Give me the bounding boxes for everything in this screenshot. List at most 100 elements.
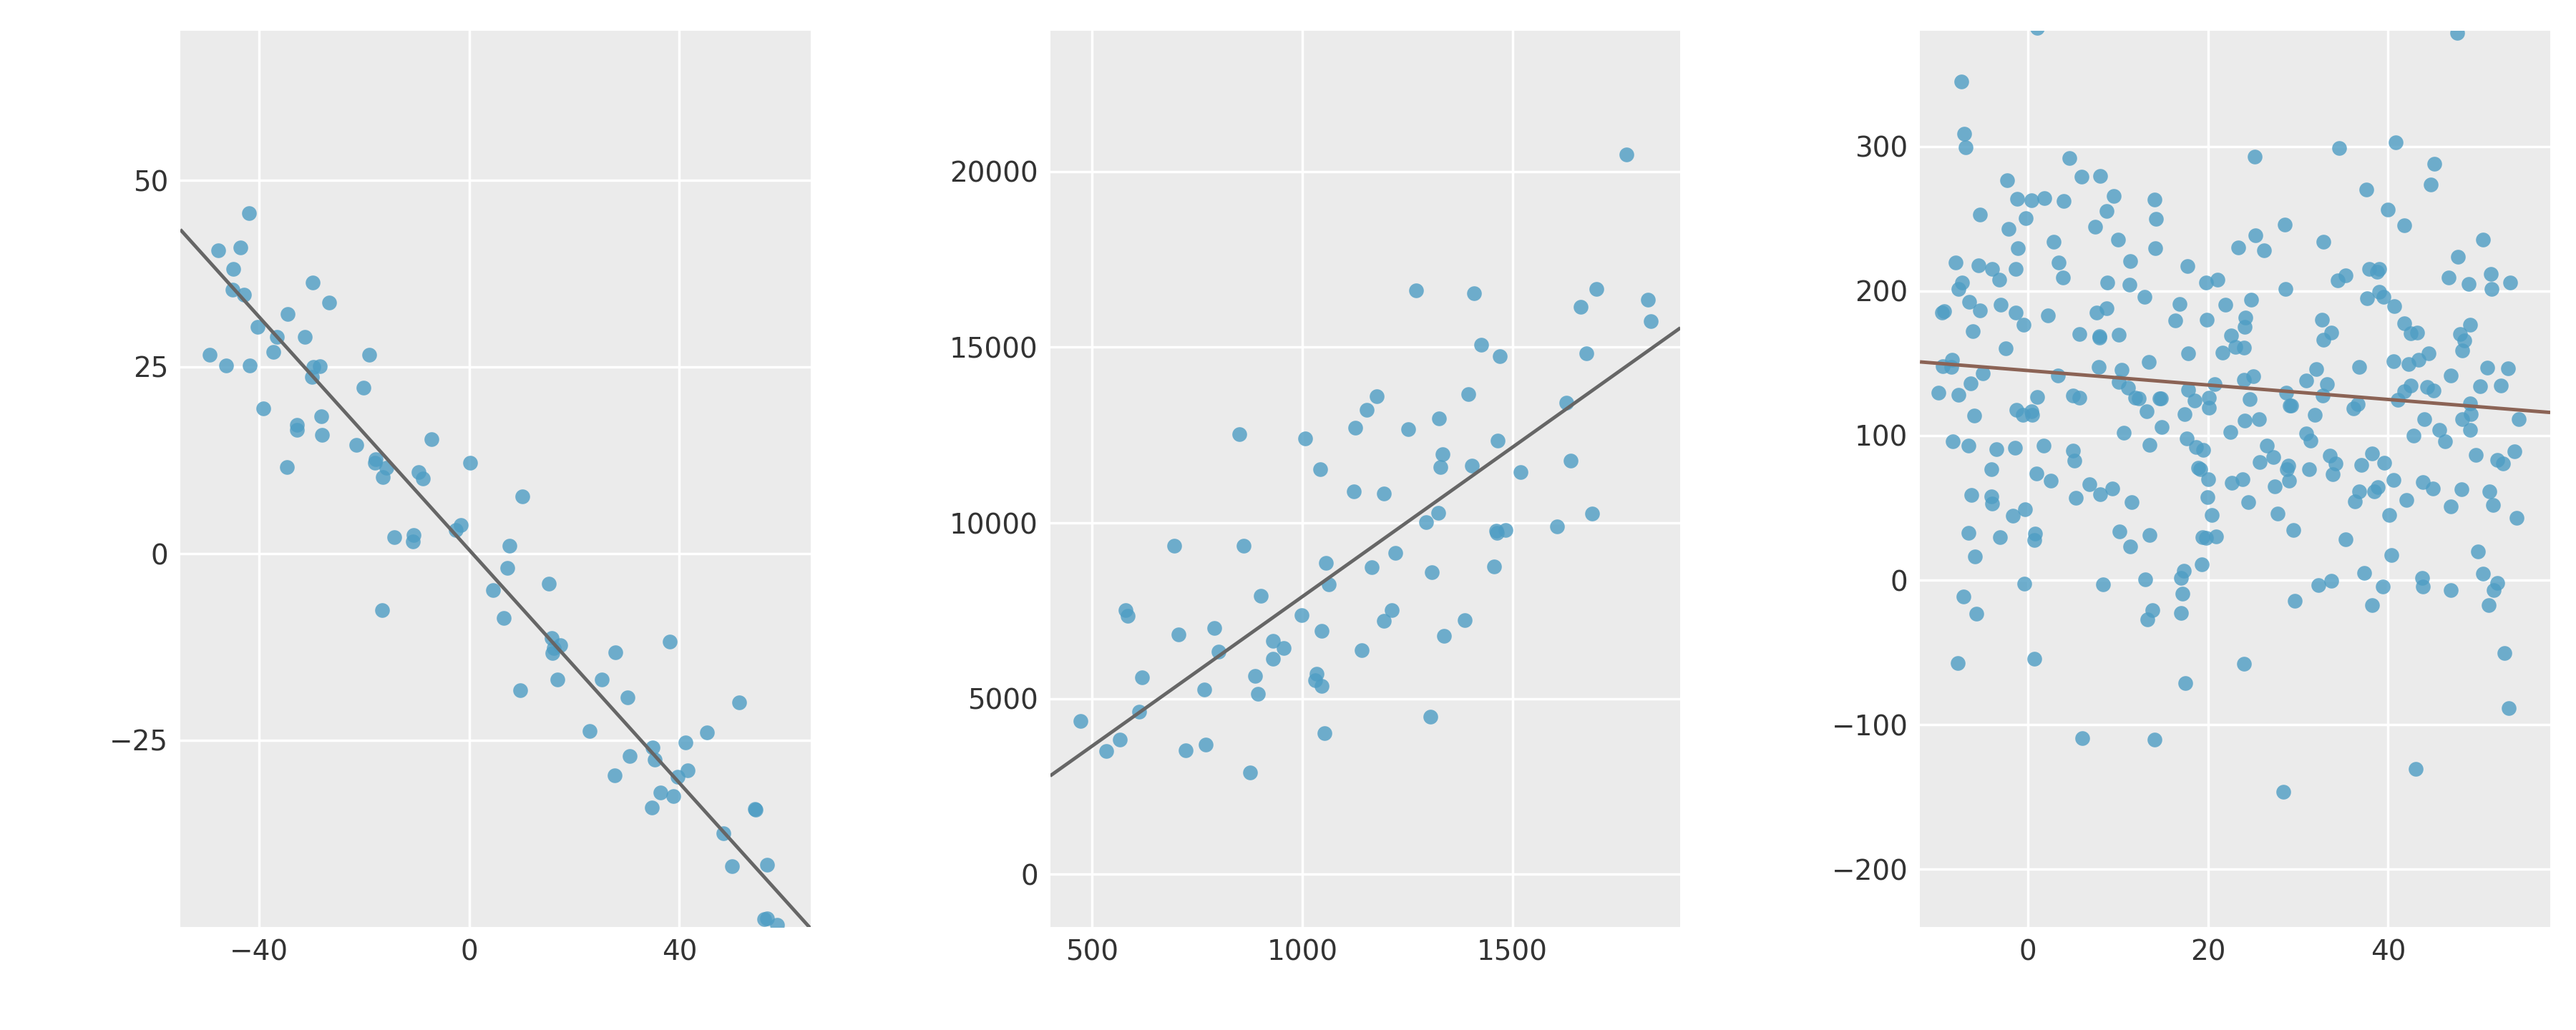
Point (1355, 388, 1396, 405)
Point (2246, 438, 2287, 454)
Point (2450, 406, 2491, 422)
Point (2097, 232, 2138, 248)
Point (1996, 304, 2038, 320)
Point (410, 432, 451, 448)
Point (2388, 355, 2429, 372)
Point (2107, 379, 2148, 396)
Point (2164, 406, 2205, 422)
Point (1084, 743, 1126, 759)
Point (2411, 480, 2452, 496)
Point (2468, 483, 2509, 500)
Point (402, 471, 443, 487)
Point (198, 242, 240, 259)
Point (1461, 337, 1502, 353)
Point (2383, 383, 2424, 400)
Point (2081, 576, 2123, 592)
Point (1334, 419, 1376, 436)
Point (533, 640, 574, 656)
Point (2182, 442, 2223, 458)
Point (2370, 507, 2411, 523)
Point (1981, 297, 2022, 313)
Point (2187, 471, 2228, 487)
Point (2396, 324, 2437, 341)
Point (2352, 445, 2393, 461)
Point (2262, 784, 2303, 800)
Point (2223, 339, 2264, 355)
Point (1932, 351, 1973, 368)
Point (1406, 514, 1448, 530)
Point (2187, 312, 2228, 329)
Point (2267, 457, 2308, 474)
Point (531, 630, 572, 647)
Point (1342, 642, 1383, 658)
Point (2267, 461, 2308, 478)
Point (2079, 330, 2120, 346)
Point (2391, 324, 2432, 341)
Point (2370, 547, 2411, 563)
Point (2218, 239, 2259, 255)
Point (487, 559, 528, 576)
Point (2267, 385, 2308, 402)
Point (2285, 425, 2326, 442)
Point (2012, 407, 2053, 423)
Point (2445, 333, 2486, 349)
Point (471, 582, 513, 598)
Point (639, 785, 680, 801)
Point (1363, 485, 1404, 502)
Point (1296, 672, 1337, 688)
Point (1100, 731, 1141, 748)
Point (1412, 563, 1453, 580)
Point (2393, 427, 2434, 444)
Point (2470, 281, 2512, 298)
Point (1193, 620, 1234, 637)
Point (2110, 276, 2151, 293)
Point (2476, 452, 2517, 469)
Point (2182, 528, 2223, 545)
Point (1955, 606, 1996, 622)
Point (2429, 270, 2470, 286)
Point (2053, 452, 2094, 469)
Point (2210, 475, 2251, 491)
Point (2164, 675, 2205, 691)
Point (276, 416, 317, 433)
Point (1971, 261, 2012, 277)
Point (2187, 489, 2228, 506)
Point (1989, 220, 2030, 237)
Point (1953, 323, 1994, 340)
Point (276, 422, 317, 439)
Point (2228, 494, 2269, 511)
Point (1971, 461, 2012, 478)
Point (2117, 390, 2159, 407)
Point (2419, 422, 2460, 439)
Point (2004, 576, 2045, 592)
Point (734, 801, 775, 818)
Point (214, 261, 255, 277)
Point (2141, 390, 2182, 407)
Point (2257, 505, 2298, 521)
Point (2460, 378, 2501, 394)
Point (299, 358, 340, 375)
Point (2166, 381, 2208, 398)
Point (2331, 400, 2372, 416)
Point (1448, 385, 1489, 402)
Point (2398, 351, 2439, 368)
Point (291, 369, 332, 385)
Point (2002, 407, 2043, 423)
Point (2473, 582, 2514, 598)
Point (291, 274, 332, 290)
Point (2458, 544, 2499, 560)
Point (2269, 398, 2311, 414)
Point (531, 645, 572, 661)
Point (1631, 313, 1672, 330)
Point (1538, 518, 1579, 535)
Point (2447, 276, 2488, 293)
Point (2053, 387, 2094, 404)
Point (2269, 398, 2311, 414)
Point (703, 825, 744, 842)
Point (2372, 353, 2414, 370)
Point (734, 800, 775, 817)
Point (1301, 623, 1342, 640)
Point (1937, 655, 1978, 672)
Point (595, 766, 636, 783)
Point (2272, 522, 2313, 539)
